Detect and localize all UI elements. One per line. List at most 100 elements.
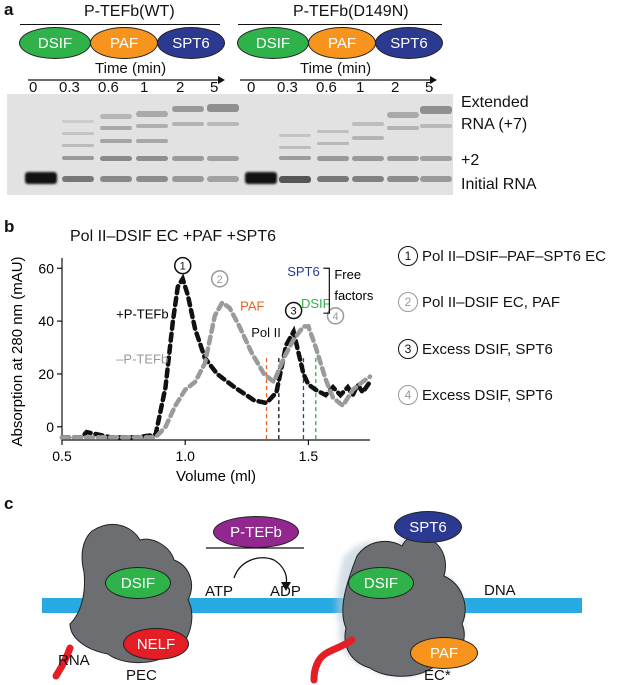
x-axis-label: Volume (ml) [176,468,256,485]
group-label-mutant: P-TEFb(D149N) [293,3,409,20]
tp-mut-2: 0.3 [277,79,298,96]
factor-dsif-wt: DSIF [19,27,91,59]
peak-marker [326,307,345,325]
x-tick-label: 1.5 [299,448,319,464]
time-label-mutant: Time (min) [300,60,372,77]
gel-image [7,94,453,195]
gel-lane [25,94,57,195]
pec-label: PEC [126,667,157,684]
peak-number: 2 [217,274,223,286]
series-line-plus-ptefb [59,273,373,440]
tp-mut-6: 5 [425,79,434,96]
factor-paf-wt: PAF [90,27,158,59]
chart-title: Pol II–DSIF EC +PAF +SPT6 [70,228,276,245]
x-tick-label: 0.5 [52,448,72,464]
group-bracket-mutant [238,24,442,25]
gel-lane [62,94,94,195]
time-label-wt: Time (min) [95,60,167,77]
tp-mut-3: 0.6 [316,79,337,96]
y-axis-label: Absorption at 280 nm (mAU) [9,256,26,446]
x-tick-label: 1.0 [175,448,195,464]
group-bracket-wt [20,24,220,25]
legend-number: 3 [398,339,418,359]
peak-marker [173,256,192,275]
legend-item-3: 3 Excess DSIF, SPT6 [398,339,553,359]
y-tick-label: 20 [38,366,54,382]
band-label-initial: Initial RNA [461,176,537,193]
marker-label: Pol II [251,325,281,340]
tp-wt-6: 5 [210,79,219,96]
tp-wt-2: 0.3 [59,79,80,96]
panel-a-label: a [4,0,14,19]
free-factors-label: Free [334,267,361,282]
spt6-right: SPT6 [394,511,462,543]
legend-number: 2 [398,292,418,312]
marker-label: DSIF [301,296,331,311]
peak-number: 1 [180,261,186,273]
dsif-right: DSIF [348,567,414,599]
y-tick-label: 0 [46,419,54,435]
free-factors-bracket [323,267,330,314]
curve-label-plus: +P-TEFb [116,306,168,321]
ptefb-kinase: P-TEFb [213,516,299,548]
gel-lane [352,94,384,195]
gel-lane [172,94,204,195]
factor-spt6-mutant: SPT6 [375,27,443,59]
band-label-plus2: +2 [461,152,480,169]
peak-number: 3 [291,306,297,318]
panel-c-label: c [4,494,14,513]
legend-number: 4 [398,385,418,405]
tp-wt-4: 1 [140,79,149,96]
gel-lane [245,94,277,195]
y-tick-label: 60 [38,260,54,276]
legend-text: Excess DSIF, SPT6 [422,340,553,358]
legend-item-2: 2 Pol II–DSIF EC, PAF [398,292,560,312]
factor-paf-mutant: PAF [308,27,376,59]
panel-b-label: b [4,217,15,236]
series-line-minus-ptefb [59,299,373,440]
tp-wt-1: 0 [29,79,38,96]
legend-text: Pol II–DSIF–PAF–SPT6 EC [422,247,606,265]
tp-mut-5: 2 [391,79,400,96]
adp-label: ADP [270,583,301,600]
group-label-wt: P-TEFb(WT) [84,3,175,20]
marker-label: PAF [240,299,264,314]
gel-lane [136,94,168,195]
gel-lane [100,94,132,195]
ec-star-label: EC* [424,667,451,684]
chromatogram-chart: 0 20 40 60 0.5 1.0 1.5 Volume (ml) Absorption at… [9,256,374,485]
band-label-extended: Extended [461,94,529,111]
marker-label: SPT6 [287,264,320,279]
dna-label: DNA [484,582,516,599]
tp-mut-4: 1 [356,79,365,96]
legend-text: Excess DSIF, SPT6 [422,386,553,404]
atp-label: ATP [205,583,234,600]
gel-lane [207,94,239,195]
legend-text: Pol II–DSIF EC, PAF [422,293,561,311]
time-arrows [28,76,437,84]
tp-mut-1: 0 [247,79,256,96]
dsif-left: DSIF [105,567,171,599]
reaction-arrowhead [281,582,291,591]
factor-spt6-wt: SPT6 [157,27,225,59]
gel-lane [420,94,452,195]
rna-label: RNA [58,652,90,669]
curve-label-minus: –P-TEFb [116,351,168,366]
paf-right: PAF [410,637,478,669]
y-tick-label: 40 [38,313,54,329]
nelf-factor: NELF [123,628,189,660]
peak-marker [210,270,229,288]
gel-lane [387,94,419,195]
reaction-arrow [233,557,288,585]
factor-dsif-mutant: DSIF [237,27,309,59]
peak-number: 4 [332,311,338,323]
mechanism-diagram [42,523,582,684]
rna-strand-left [52,644,74,680]
legend-item-4: 4 Excess DSIF, SPT6 [398,385,553,405]
free-factors-label: factors [334,288,374,303]
gel-lane [279,94,311,195]
gel-lane [317,94,349,195]
band-label-rna7: RNA (+7) [461,116,528,133]
legend-item-1: 1 Pol II–DSIF–PAF–SPT6 EC [398,246,606,266]
tp-wt-3: 0.6 [98,79,119,96]
